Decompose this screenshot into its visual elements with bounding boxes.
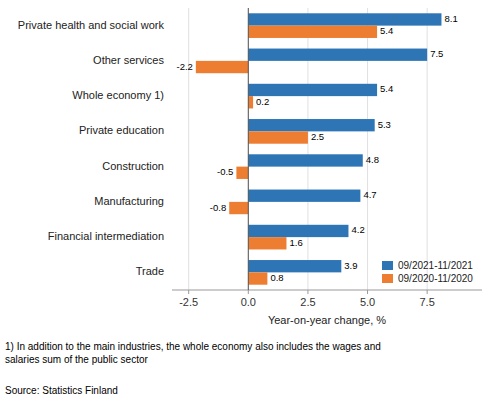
legend: 09/2021-11/2021 09/2020-11/2020: [382, 260, 473, 284]
bar: [248, 260, 341, 272]
data-label: -0.5: [217, 166, 233, 177]
x-axis-label: Year-on-year change, %: [268, 314, 386, 326]
tick-label: 0.0: [241, 296, 256, 308]
bar: [229, 202, 248, 214]
zero-line: [248, 8, 249, 290]
bar: [248, 96, 253, 108]
bar: [248, 49, 427, 61]
data-label: 4.2: [351, 224, 364, 235]
bar: [248, 154, 362, 166]
tick-mark: [367, 290, 368, 294]
data-label: 5.4: [380, 83, 393, 94]
tick-mark: [188, 290, 189, 294]
category-label: Private health and social work: [18, 19, 165, 31]
data-label: 2.5: [311, 131, 324, 142]
category-label: Construction: [102, 160, 164, 172]
data-labels: 8.1 7.5 5.4 5.3 4.8 4.7 4.2 3.9 5.4 -2.2 0.2 2.5 -0.…: [176, 13, 457, 283]
bar: [196, 61, 248, 73]
legend-label: 09/2020-11/2020: [398, 273, 473, 284]
footnote: 1) In addition to the main industries, t…: [5, 341, 381, 365]
tick-label: 5.0: [360, 296, 375, 308]
legend-swatch: [382, 261, 393, 270]
data-label: 4.8: [366, 154, 379, 165]
annotation-line: Source: Statistics Finland: [5, 385, 118, 396]
data-label: 7.5: [430, 48, 443, 59]
data-label: 4.7: [363, 189, 376, 200]
bar: [236, 167, 248, 179]
data-label: -2.2: [176, 61, 192, 72]
bar: [248, 272, 267, 284]
category-label: Manufacturing: [94, 195, 164, 207]
bar: [248, 131, 308, 143]
category-label: Whole economy 1): [72, 89, 164, 101]
category-label: Financial intermediation: [48, 230, 164, 242]
data-label: 0.2: [256, 96, 269, 107]
legend-swatch: [382, 274, 393, 283]
grid: [189, 8, 427, 290]
category-label: Other services: [93, 54, 164, 66]
tick-mark: [427, 290, 428, 294]
source: Source: Statistics Finland: [5, 385, 118, 396]
legend-label: 09/2021-11/2021: [398, 260, 473, 271]
bar: [248, 190, 360, 202]
grid-line: [188, 8, 189, 290]
background: [0, 0, 493, 416]
data-label: 5.3: [378, 119, 391, 130]
chart: -2.5 0.0 2.5 5.0 7.5 Private health and socia…: [0, 0, 493, 416]
data-label: 5.4: [380, 25, 393, 36]
category-label: Trade: [136, 265, 164, 277]
bar: [248, 26, 377, 38]
tick-label: 2.5: [300, 296, 315, 308]
grid-line: [248, 8, 249, 290]
tick-label: 7.5: [420, 296, 435, 308]
data-label: 0.8: [270, 272, 283, 283]
tick-mark: [248, 290, 249, 294]
bar: [248, 84, 377, 96]
bar: [248, 237, 286, 249]
data-label: 3.9: [344, 260, 357, 271]
bars: [196, 13, 442, 284]
tick-mark: [307, 290, 308, 294]
tick-label: -2.5: [179, 296, 198, 308]
bar: [248, 119, 374, 131]
data-label: 1.6: [289, 237, 302, 248]
x-axis-line: [172, 290, 482, 291]
data-label: 8.1: [444, 13, 457, 24]
bar: [248, 13, 441, 25]
bar: [248, 225, 348, 237]
data-label: -0.8: [210, 202, 226, 213]
annotation-line: salaries sum of the public sector: [5, 354, 149, 365]
annotation-line: 1) In addition to the main industries, t…: [5, 341, 381, 352]
category-label: Private education: [79, 124, 164, 136]
